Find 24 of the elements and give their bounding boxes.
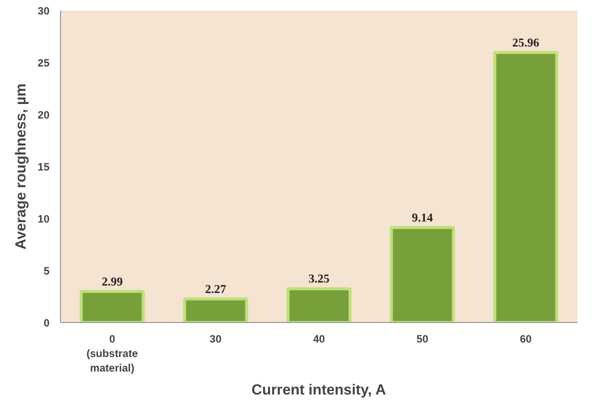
- y-axis-title: Average roughness, µm: [14, 84, 30, 250]
- bar: [286, 287, 352, 322]
- y-tick-label: 10: [38, 214, 50, 226]
- data-label: 3.25: [308, 272, 330, 286]
- x-tick-label: 50: [416, 334, 428, 346]
- bar: [80, 290, 145, 322]
- x-tick-label: 40: [313, 334, 325, 346]
- x-tick-label: 30: [210, 334, 222, 346]
- data-label: 2.99: [102, 274, 123, 288]
- y-tick-label: 25: [38, 58, 50, 70]
- y-tick-label: 5: [44, 266, 50, 278]
- y-tick-label: 0: [44, 318, 50, 330]
- bar: [183, 297, 248, 322]
- data-label: 25.96: [512, 36, 540, 50]
- data-label: 2.27: [205, 282, 226, 296]
- bar: [493, 51, 558, 322]
- y-tick-label: 20: [38, 110, 50, 122]
- x-tick-label: 60: [520, 334, 532, 346]
- x-axis-title: Current intensity, A: [252, 382, 386, 398]
- y-tick-label: 30: [38, 6, 50, 18]
- data-label: 9.14: [412, 210, 433, 224]
- x-tick-label: 0 (substrate material): [86, 334, 138, 374]
- y-tick-label: 15: [38, 162, 50, 174]
- bar: [390, 226, 455, 322]
